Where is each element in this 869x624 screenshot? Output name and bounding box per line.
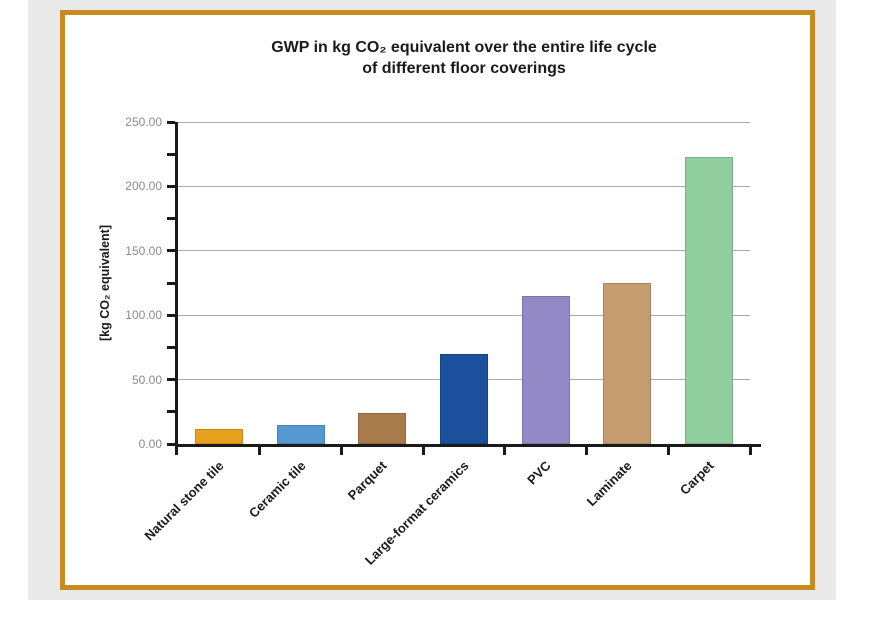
y-axis-tick	[167, 217, 175, 221]
gridline	[178, 314, 750, 316]
y-tick-label: 150.00	[125, 243, 162, 258]
y-axis-tick	[167, 281, 175, 285]
gridline	[178, 250, 750, 252]
y-axis-tick	[167, 313, 175, 317]
chart-title-line2: of different floor coverings	[362, 60, 566, 77]
bar	[358, 413, 407, 444]
y-axis-tick	[167, 378, 175, 382]
y-axis-tick	[167, 184, 175, 188]
bar	[521, 295, 570, 444]
bar-chart: GWP in kg CO₂ equivalent over the entire…	[65, 15, 810, 585]
x-axis-tick	[748, 447, 752, 455]
bar	[194, 428, 243, 444]
y-axis-tick	[167, 442, 175, 446]
y-axis-line	[175, 122, 178, 455]
y-axis-tick	[167, 345, 175, 349]
gridline	[178, 121, 750, 123]
gridline	[178, 185, 750, 187]
bar	[440, 353, 488, 444]
y-axis-tick	[167, 410, 175, 414]
x-axis-line	[175, 444, 761, 447]
bar	[603, 283, 652, 444]
plot-area: 0.00 50.00 100.00 150.00 200.00 250.00 Natural…	[125, 115, 761, 568]
y-axis-tick	[167, 249, 175, 253]
chart-frame: GWP in kg CO₂ equivalent over the entire…	[60, 10, 815, 590]
bar	[276, 424, 325, 444]
y-tick-label: 200.00	[125, 179, 162, 194]
x-axis-tick	[339, 447, 343, 455]
x-axis-tick	[258, 447, 262, 455]
y-axis-tick	[167, 120, 175, 124]
x-axis-tick	[421, 447, 425, 455]
x-axis-tick	[666, 447, 670, 455]
chart-title-line1: GWP in kg CO₂ equivalent over the entire…	[271, 39, 657, 56]
x-axis-tick	[585, 447, 589, 455]
x-axis-tick	[503, 447, 507, 455]
bar	[685, 156, 734, 444]
chart-title: GWP in kg CO₂ equivalent over the entire…	[178, 37, 750, 79]
y-tick-label: 100.00	[125, 308, 162, 323]
y-axis-tick	[167, 152, 175, 156]
y-tick-label: 0.00	[138, 437, 162, 451]
y-tick-label: 250.00	[125, 115, 162, 129]
y-tick-label: 50.00	[131, 372, 162, 387]
